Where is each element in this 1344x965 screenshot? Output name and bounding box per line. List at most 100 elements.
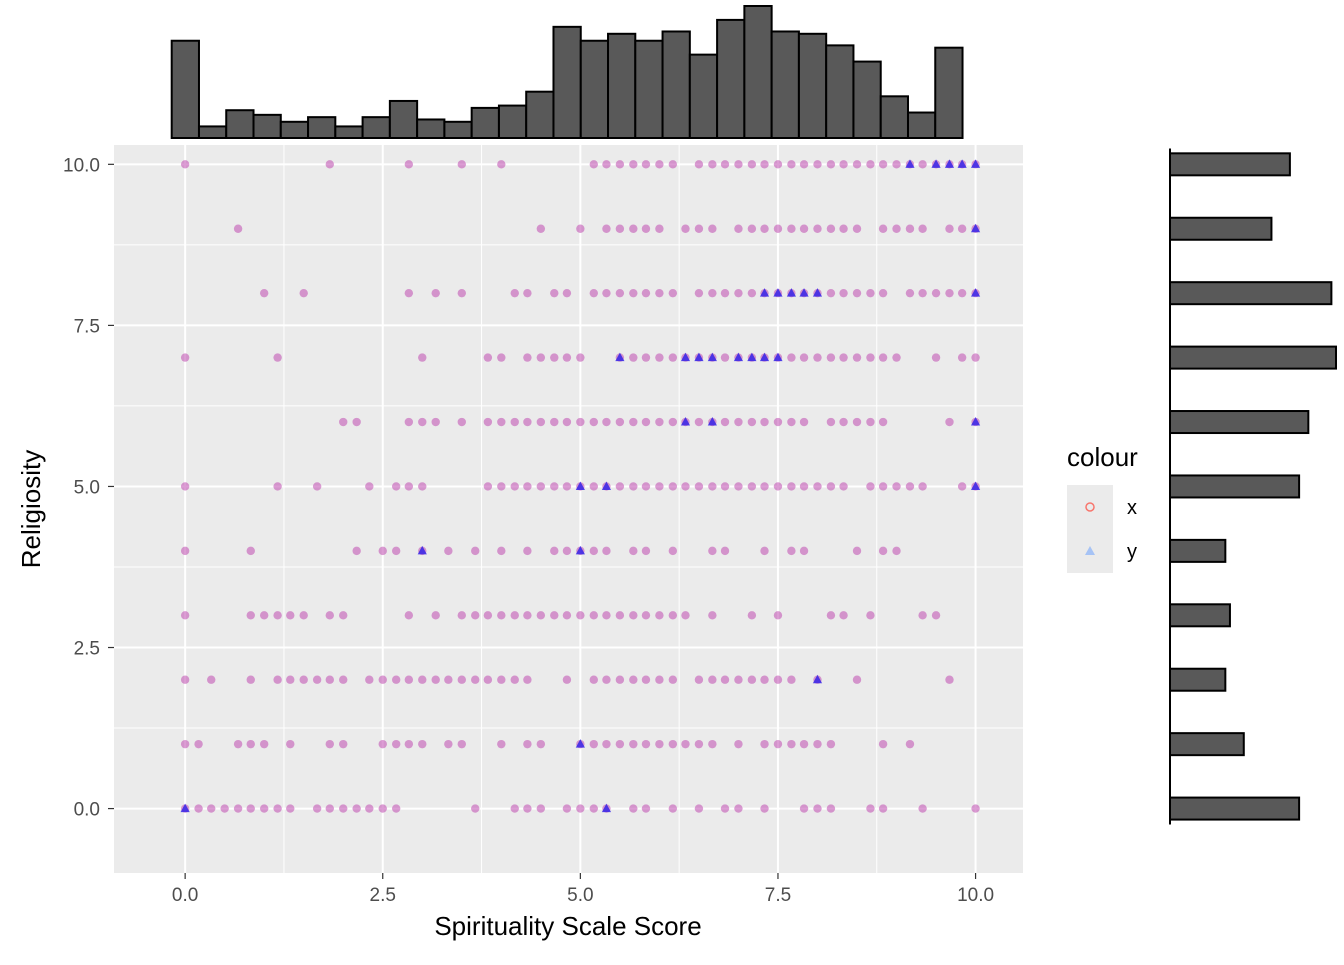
data-point-x — [457, 160, 466, 169]
right-histogram-bar — [1169, 152, 1291, 177]
data-point-x — [589, 675, 598, 684]
data-point-x — [550, 546, 559, 556]
data-point-x — [720, 546, 730, 556]
data-point-x — [589, 160, 598, 169]
x-tick-label: 5.0 — [567, 885, 593, 906]
data-point-x — [892, 224, 901, 233]
data-point-y — [970, 288, 981, 297]
data-point-x — [457, 288, 466, 298]
data-point-x — [813, 160, 822, 169]
data-point-x — [760, 160, 769, 169]
data-point-x — [589, 288, 598, 298]
data-point-x — [668, 417, 678, 427]
data-point-y — [601, 803, 612, 813]
legend-key-x-circle — [1085, 502, 1095, 512]
data-point-x — [180, 675, 190, 684]
data-point-x — [878, 546, 888, 556]
data-point-x — [720, 353, 730, 362]
data-point-x — [826, 417, 836, 427]
data-point-x — [471, 546, 480, 556]
data-point-x — [629, 482, 638, 491]
data-point-x — [207, 675, 216, 684]
data-point-x — [615, 482, 625, 491]
data-point-x — [787, 353, 796, 362]
right-histogram-bar — [1169, 474, 1301, 499]
y-tick-label: 7.5 — [74, 316, 100, 337]
data-point-y — [970, 417, 981, 426]
data-point-x — [550, 417, 559, 427]
data-point-x — [655, 482, 664, 491]
data-point-x — [562, 353, 572, 362]
right-histogram-bar — [1169, 603, 1231, 628]
data-point-y — [970, 159, 981, 168]
data-point-x — [866, 353, 875, 362]
data-point-x — [866, 288, 875, 298]
data-point-x — [510, 417, 519, 427]
top-histogram-bar — [797, 32, 828, 139]
data-point-x — [668, 546, 678, 556]
data-point-x — [866, 417, 875, 427]
data-point-x — [641, 546, 651, 556]
data-point-x — [760, 804, 769, 813]
data-point-x — [562, 288, 572, 298]
data-point-x — [655, 224, 664, 233]
data-point-x — [694, 160, 704, 169]
top-histogram-bar — [388, 99, 419, 139]
data-point-x — [629, 804, 638, 813]
data-point-x — [312, 482, 322, 491]
data-point-x — [945, 288, 954, 298]
data-point-x — [180, 611, 190, 620]
data-point-x — [866, 804, 875, 813]
data-point-x — [787, 417, 796, 427]
data-point-x — [852, 546, 862, 556]
data-point-x — [668, 160, 678, 169]
data-point-x — [615, 160, 625, 169]
data-point-x — [681, 611, 690, 620]
data-point-x — [734, 804, 743, 813]
top-histogram-bar — [525, 90, 555, 139]
data-point-x — [773, 739, 783, 749]
data-point-x — [391, 739, 401, 749]
y-axis-title: Religiosity — [16, 450, 46, 569]
legend-label-x: x — [1127, 497, 1137, 519]
data-point-x — [826, 482, 836, 491]
data-point-x — [905, 224, 915, 233]
right-histogram-bar — [1169, 667, 1227, 692]
data-point-x — [787, 739, 796, 749]
data-point-y — [944, 159, 955, 168]
data-point-x — [839, 288, 848, 298]
data-point-x — [246, 675, 255, 684]
data-point-x — [404, 417, 414, 427]
right-histogram-bar — [1169, 732, 1245, 757]
data-point-x — [246, 546, 255, 556]
y-tick-label: 10.0 — [63, 155, 100, 176]
data-point-x — [536, 482, 546, 491]
data-point-x — [641, 804, 651, 813]
data-point-x — [523, 675, 532, 684]
data-point-x — [787, 160, 796, 169]
data-point-x — [629, 353, 638, 362]
data-point-x — [708, 482, 717, 491]
data-point-x — [957, 288, 967, 298]
data-point-x — [273, 482, 282, 491]
top-histogram-bar — [334, 125, 364, 139]
legend-key-x-bg — [1067, 485, 1113, 529]
data-point-x — [655, 611, 664, 620]
data-point-x — [708, 160, 717, 169]
data-point-x — [444, 739, 453, 749]
data-point-x — [483, 675, 493, 684]
right-histogram-bar — [1169, 216, 1273, 241]
data-point-x — [971, 804, 980, 813]
data-point-x — [866, 482, 875, 491]
data-point-y — [180, 803, 190, 813]
data-point-x — [404, 611, 414, 620]
data-point-x — [457, 675, 466, 684]
data-point-x — [365, 482, 374, 491]
data-point-y — [773, 288, 783, 297]
data-point-x — [615, 611, 625, 620]
data-point-x — [589, 546, 598, 556]
data-point-x — [325, 160, 334, 169]
top-histogram-bar — [634, 39, 664, 140]
data-point-x — [431, 288, 440, 298]
data-point-x — [418, 482, 427, 491]
